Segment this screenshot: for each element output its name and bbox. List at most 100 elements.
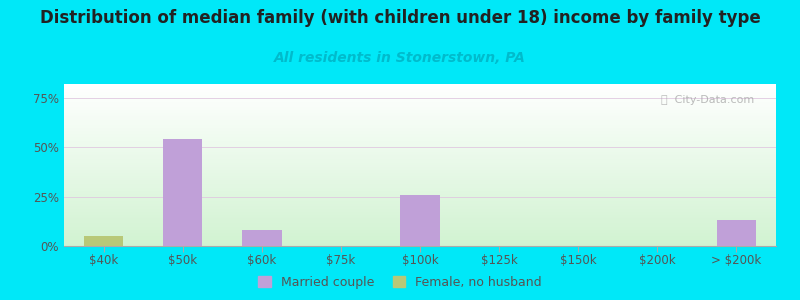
Bar	[64, 152, 776, 154]
Bar	[64, 244, 776, 246]
Bar	[64, 202, 776, 204]
Bar	[64, 89, 776, 91]
Bar	[64, 193, 776, 194]
Bar	[64, 149, 776, 150]
Bar	[64, 129, 776, 131]
Bar	[64, 201, 776, 202]
Bar	[64, 206, 776, 207]
Bar	[64, 134, 776, 136]
Bar	[64, 110, 776, 112]
Bar	[64, 136, 776, 137]
Bar	[64, 121, 776, 123]
Bar	[64, 147, 776, 149]
Bar	[64, 230, 776, 231]
Bar	[64, 142, 776, 144]
Bar	[64, 236, 776, 238]
Bar	[64, 231, 776, 233]
Bar	[64, 120, 776, 121]
Bar	[64, 218, 776, 220]
Bar	[64, 154, 776, 155]
Bar	[64, 102, 776, 103]
Bar	[64, 97, 776, 99]
Bar	[64, 181, 776, 183]
Bar	[64, 91, 776, 92]
Bar	[64, 197, 776, 199]
Bar	[64, 108, 776, 110]
Bar	[64, 84, 776, 86]
Bar	[64, 188, 776, 189]
Bar	[64, 223, 776, 225]
Bar	[64, 167, 776, 168]
Bar	[64, 215, 776, 217]
Bar	[64, 184, 776, 186]
Bar	[64, 210, 776, 212]
Bar	[64, 226, 776, 228]
Bar	[64, 243, 776, 244]
Bar	[64, 238, 776, 239]
Bar	[400, 195, 440, 246]
Legend: Married couple, Female, no husband: Married couple, Female, no husband	[253, 271, 547, 294]
Bar	[64, 87, 776, 89]
Bar	[64, 239, 776, 241]
Bar	[64, 164, 776, 165]
Bar	[64, 99, 776, 100]
Bar	[64, 194, 776, 196]
Bar	[64, 100, 776, 102]
Bar	[64, 162, 776, 164]
Bar	[64, 155, 776, 157]
Bar	[64, 170, 776, 172]
Bar	[64, 204, 776, 206]
Bar	[64, 150, 776, 152]
Bar	[64, 113, 776, 115]
Bar	[64, 123, 776, 124]
Bar	[64, 94, 776, 95]
Bar	[64, 116, 776, 118]
Text: All residents in Stonerstown, PA: All residents in Stonerstown, PA	[274, 51, 526, 65]
Bar	[64, 175, 776, 176]
Bar	[64, 92, 776, 94]
Bar	[64, 222, 776, 223]
Bar	[717, 220, 756, 246]
Bar	[163, 139, 202, 246]
Bar	[64, 128, 776, 129]
Bar	[64, 178, 776, 180]
Bar	[64, 212, 776, 214]
Bar	[64, 103, 776, 105]
Bar	[64, 124, 776, 126]
Bar	[64, 107, 776, 108]
Bar	[64, 189, 776, 191]
Bar	[64, 241, 776, 243]
Bar	[64, 146, 776, 147]
Bar	[64, 95, 776, 97]
Bar	[64, 118, 776, 120]
Bar	[64, 235, 776, 236]
Bar	[64, 131, 776, 133]
Bar	[64, 196, 776, 197]
Bar	[64, 85, 776, 87]
Bar	[64, 173, 776, 175]
Text: ⓘ  City-Data.com: ⓘ City-Data.com	[662, 95, 754, 105]
Bar	[64, 180, 776, 181]
Bar	[64, 225, 776, 226]
Bar	[64, 207, 776, 209]
Bar	[64, 105, 776, 107]
Bar	[64, 133, 776, 134]
Bar	[64, 157, 776, 158]
Bar	[64, 139, 776, 141]
Bar	[64, 168, 776, 170]
Bar	[64, 160, 776, 162]
Bar	[64, 228, 776, 230]
Bar	[64, 112, 776, 113]
Bar	[64, 144, 776, 146]
Bar	[64, 199, 776, 201]
Bar	[84, 236, 123, 246]
Bar	[64, 191, 776, 193]
Bar	[242, 230, 282, 246]
Bar	[64, 141, 776, 142]
Bar	[64, 137, 776, 139]
Bar	[64, 183, 776, 184]
Bar	[64, 172, 776, 173]
Bar	[64, 126, 776, 128]
Bar	[64, 217, 776, 218]
Bar	[64, 220, 776, 222]
